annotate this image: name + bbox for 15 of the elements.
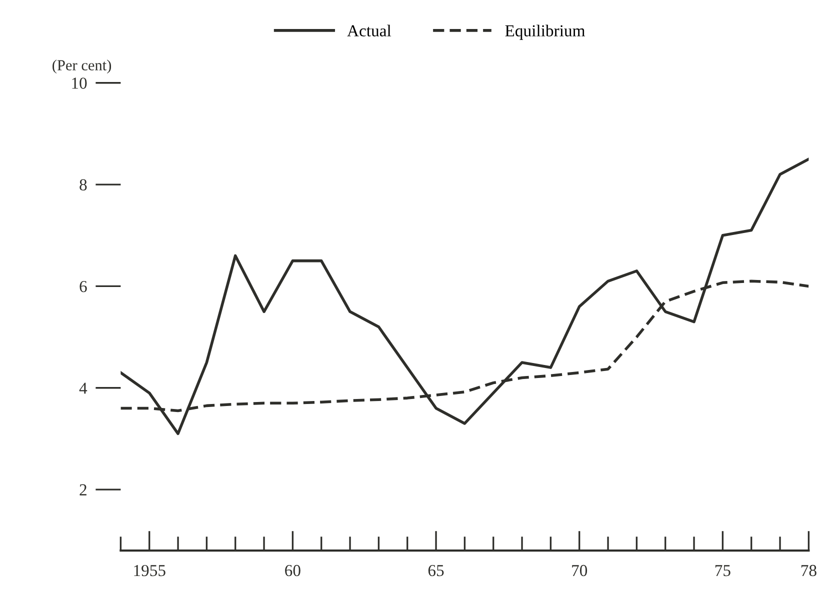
x-tick-label: 75 <box>715 565 730 576</box>
x-tick-label: 78 <box>801 564 816 576</box>
y-tick-label: 2 <box>80 484 86 496</box>
y-tick-label: 4 <box>79 382 88 394</box>
y-tick-label: 6 <box>80 280 87 292</box>
x-tick-label: 65 <box>428 564 444 576</box>
legend-label: Equilibrium <box>505 24 586 40</box>
x-tick-label: 60 <box>285 564 300 576</box>
y-tick-label: 10 <box>72 78 87 89</box>
x-tick-label: 70 <box>572 564 588 576</box>
legend-label: Actual <box>347 24 392 36</box>
y-axis-title: (Per cent) <box>52 60 112 74</box>
line-series <box>120 158 809 436</box>
y-tick-label: 8 <box>80 179 87 190</box>
x-tick-label: 1955 <box>134 564 166 576</box>
